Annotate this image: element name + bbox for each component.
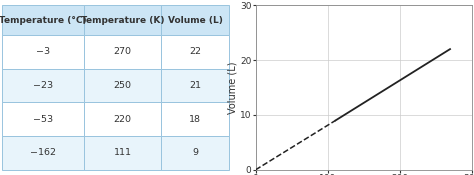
Text: Temperature (K): Temperature (K): [81, 16, 164, 24]
FancyBboxPatch shape: [2, 69, 84, 102]
FancyBboxPatch shape: [84, 136, 161, 170]
FancyBboxPatch shape: [161, 5, 229, 35]
Text: −23: −23: [33, 81, 53, 90]
Text: 111: 111: [114, 148, 132, 157]
Text: 250: 250: [114, 81, 132, 90]
Text: −53: −53: [33, 115, 53, 124]
FancyBboxPatch shape: [2, 102, 84, 136]
FancyBboxPatch shape: [161, 136, 229, 170]
FancyBboxPatch shape: [161, 35, 229, 69]
FancyBboxPatch shape: [2, 136, 84, 170]
Text: 9: 9: [192, 148, 198, 157]
Text: 220: 220: [114, 115, 132, 124]
Text: 22: 22: [189, 47, 201, 56]
FancyBboxPatch shape: [84, 102, 161, 136]
FancyBboxPatch shape: [84, 35, 161, 69]
Text: Temperature (°C): Temperature (°C): [0, 16, 87, 24]
FancyBboxPatch shape: [161, 69, 229, 102]
FancyBboxPatch shape: [84, 69, 161, 102]
Text: −162: −162: [30, 148, 56, 157]
Y-axis label: Volume (L): Volume (L): [227, 61, 237, 114]
Text: −3: −3: [36, 47, 50, 56]
FancyBboxPatch shape: [161, 102, 229, 136]
Text: 270: 270: [114, 47, 132, 56]
Text: 18: 18: [189, 115, 201, 124]
FancyBboxPatch shape: [84, 5, 161, 35]
Text: 21: 21: [189, 81, 201, 90]
FancyBboxPatch shape: [2, 5, 84, 35]
FancyBboxPatch shape: [2, 35, 84, 69]
Text: Volume (L): Volume (L): [168, 16, 223, 24]
